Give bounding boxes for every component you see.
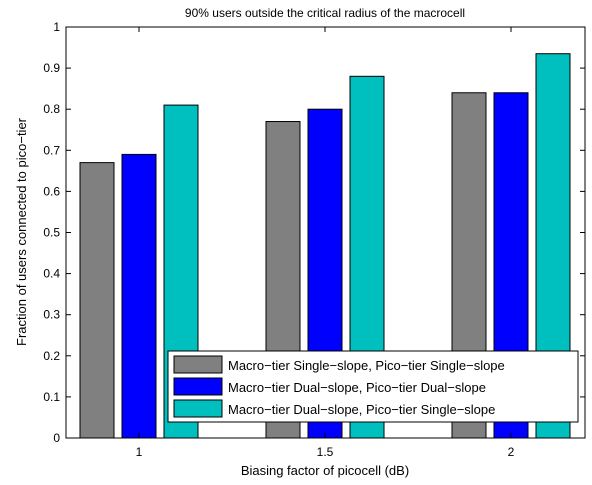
x-axis-label: Biasing factor of picocell (dB) xyxy=(241,463,409,478)
y-tick-label: 0.4 xyxy=(43,267,60,281)
legend-label: Macro−tier Dual−slope, Pico−tier Dual−sl… xyxy=(228,380,486,395)
legend-label: Macro−tier Single−slope, Pico−tier Singl… xyxy=(228,358,505,373)
y-tick-label: 0 xyxy=(53,431,60,445)
y-tick-label: 0.1 xyxy=(43,390,60,404)
y-tick-label: 0.2 xyxy=(43,349,60,363)
bar-1-series-1 xyxy=(121,153,157,439)
y-tick-label: 0.8 xyxy=(43,102,60,116)
legend-label: Macro−tier Dual−slope, Pico−tier Single−… xyxy=(228,402,495,417)
x-tick-label: 1 xyxy=(136,445,143,459)
bar-1-series-0 xyxy=(79,162,115,439)
chart-title: 90% users outside the critical radius of… xyxy=(185,6,465,20)
y-tick-label: 1 xyxy=(53,20,60,34)
y-tick-label: 0.5 xyxy=(43,226,60,240)
y-axis-label: Fraction of users connected to pico−tier xyxy=(14,117,29,346)
legend: Macro−tier Single−slope, Pico−tier Singl… xyxy=(167,350,579,423)
y-axis: 0 0.1 0.2 0.3 0.4 0.5 0.6 0.7 0.8 0.9 1 xyxy=(43,20,585,445)
legend-swatch xyxy=(173,377,223,396)
y-tick-label: 0.6 xyxy=(43,184,60,198)
legend-box xyxy=(167,350,579,423)
y-tick-label: 0.9 xyxy=(43,61,60,75)
x-tick-label: 1.5 xyxy=(317,445,334,459)
x-tick-label: 2 xyxy=(508,445,515,459)
y-tick-label: 0.3 xyxy=(43,308,60,322)
legend-swatch xyxy=(173,399,223,418)
y-tick-label: 0.7 xyxy=(43,143,60,157)
x-axis: 1 1.5 2 xyxy=(136,27,515,459)
legend-swatch xyxy=(173,355,223,374)
